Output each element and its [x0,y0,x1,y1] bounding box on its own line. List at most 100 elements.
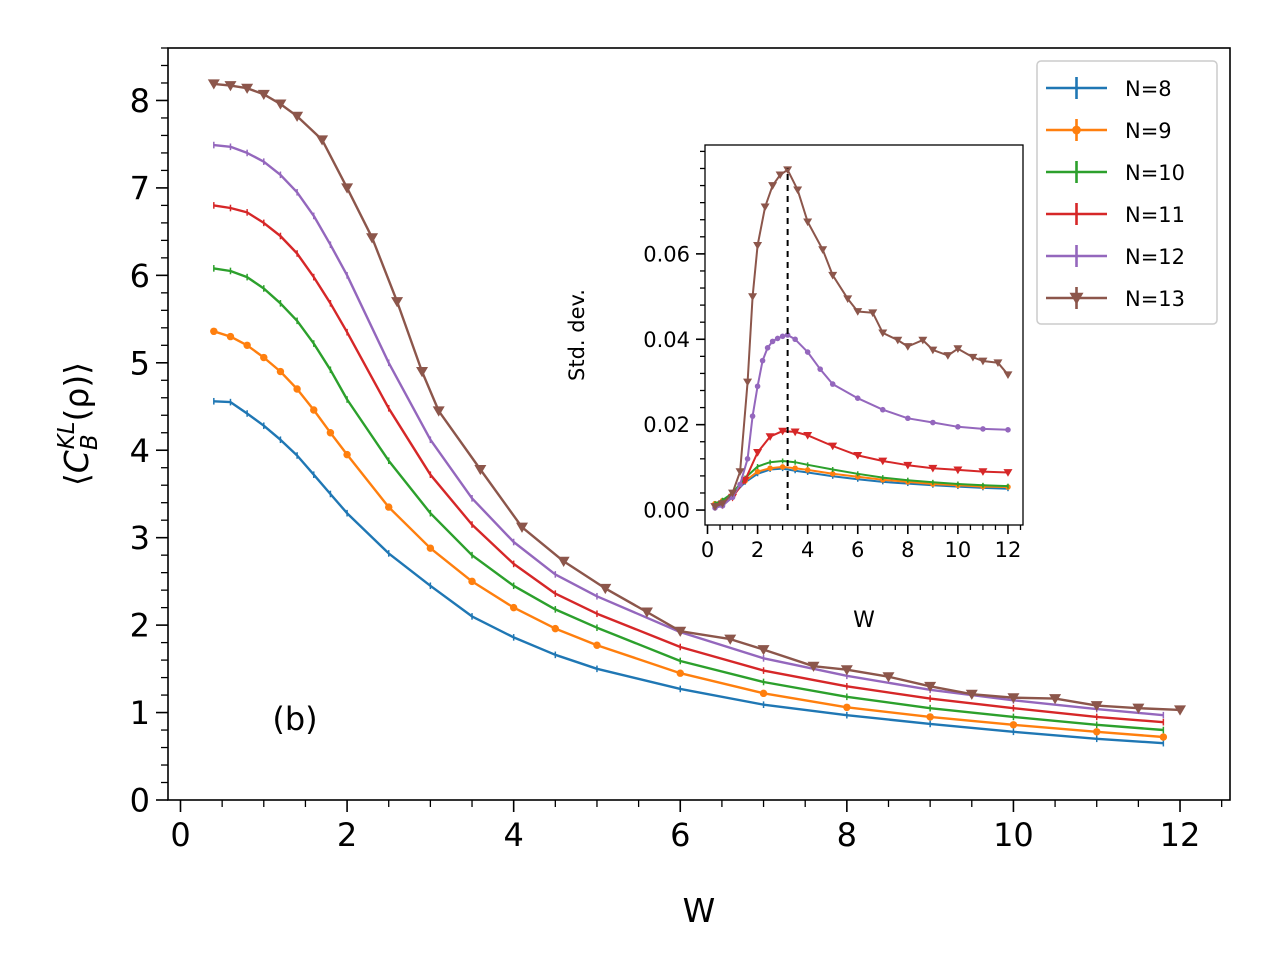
main-data-point [1132,703,1145,714]
main-data-point [1007,693,1020,704]
inset-x-tick-label: 0 [701,538,714,562]
y-label-symbol: C [57,450,96,473]
main-series-n10 [213,265,1165,734]
main-y-tick-label: 6 [130,257,150,295]
main-data-point [551,624,560,633]
inset-x-tick-label: 12 [995,538,1022,562]
legend-entry: N=8 [1046,77,1172,101]
inset-y-tick-label: 0.04 [643,328,690,352]
legend-entry: N=12 [1046,245,1185,269]
inset-y-tick-label: 0.06 [643,242,690,266]
y-label-argument: (ρ) [57,375,96,422]
inset-x-tick-label: 8 [901,538,914,562]
main-series-line [213,330,1164,739]
main-data-point [293,385,301,393]
inset-data-point [828,271,838,280]
main-data-point [882,672,895,683]
legend-entry: N=13 [1046,287,1185,311]
main-data-point [207,79,220,90]
inset-data-point [710,503,720,511]
inset-data-point [918,336,928,345]
main-data-point [341,183,354,194]
main-data-point [257,89,270,101]
inset-tick-marks: 0 2 4 6 8 10 12 0.00 0.02 0.04 0.06 [643,150,1022,562]
inset-data-point [775,171,785,180]
main-x-tick-label: 12 [1160,816,1201,854]
y-label-close-bracket: ⟩ [57,362,96,375]
inset-data-point [783,166,793,175]
main-y-tick-label: 2 [130,607,150,645]
inset-plot-frame [704,144,1024,526]
inset-data-point [928,464,938,473]
inset-y-axis-label: Std. dev. [565,289,589,381]
inset-data-point [853,452,863,460]
inset-data-point [879,406,886,413]
inset-data-point [943,352,953,360]
main-data-point [474,464,487,476]
inset-data-point [753,241,763,250]
inset-data-point [803,431,813,440]
main-data-point [291,111,304,122]
inset-data-point [1003,371,1013,379]
inset-data-point [754,383,761,390]
main-data-point [391,297,404,308]
inset-data-point [749,413,756,419]
inset-data-point [779,464,786,470]
legend-entry: N=10 [1046,161,1185,185]
main-y-tick-label: 7 [130,169,150,207]
main-data-point [243,341,251,350]
inset-y-tick-label: 0.02 [643,413,690,437]
inset-data-point [817,366,823,372]
main-data-point [1090,701,1103,712]
panel-label: (b) [272,700,317,738]
inset-data-point [768,182,778,190]
main-data-point [676,669,684,677]
main-x-tick-label: 6 [670,816,690,854]
inset-x-tick-label: 2 [751,538,764,562]
inset-data-point [792,465,798,472]
main-data-point [385,503,393,511]
inset-data-point [754,468,761,475]
inset-data-point [793,186,803,195]
inset-data-point [978,357,988,366]
inset-data-point [774,335,781,342]
main-data-point [1159,733,1168,741]
inset-data-point [829,381,836,387]
main-data-point [260,353,268,362]
main-data-point [757,645,770,656]
main-data-point [343,450,351,459]
main-data-point [674,626,687,637]
inset-data-point [854,473,861,480]
inset-data-point [792,336,798,343]
inset-data-point [818,246,828,254]
inset-data-point [744,456,751,462]
inset-series-n12 [712,332,1011,511]
main-series-n11 [213,202,1165,726]
main-data-point [965,689,978,700]
main-series-line [213,204,1164,724]
main-y-axis-label: ⟨CBKL(ρ)⟩ [54,362,103,486]
inset-series-n13 [710,166,1013,511]
main-x-tick-label: 8 [837,816,857,854]
main-data-point [366,233,379,244]
inset-data-point [968,353,978,362]
inset-data-point [843,295,853,303]
inset-data-point [829,470,836,477]
inset-x-axis-label: W [853,608,875,633]
inset-data-point [765,433,775,441]
legend-entry: N=9 [1046,119,1172,143]
main-data-point [276,367,285,376]
main-data-point [724,634,737,645]
inset-data-point [740,476,750,485]
main-data-point [924,681,937,693]
inset-data-point [878,457,888,466]
inset-chart: 0 2 4 6 8 10 12 0.00 0.02 0.04 0.06 W Std. dev. [565,144,1024,633]
inset-data-point [878,329,888,338]
main-data-point [432,406,445,417]
main-series-line [213,143,1164,717]
main-data-point [1009,721,1018,729]
legend-label: N=11 [1125,203,1185,227]
main-data-point [593,641,601,649]
inset-data-point [784,332,791,338]
